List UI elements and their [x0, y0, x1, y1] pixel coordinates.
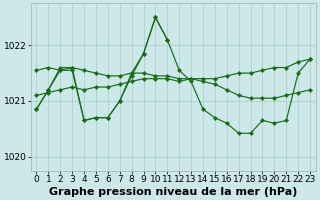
X-axis label: Graphe pression niveau de la mer (hPa): Graphe pression niveau de la mer (hPa)	[49, 187, 298, 197]
